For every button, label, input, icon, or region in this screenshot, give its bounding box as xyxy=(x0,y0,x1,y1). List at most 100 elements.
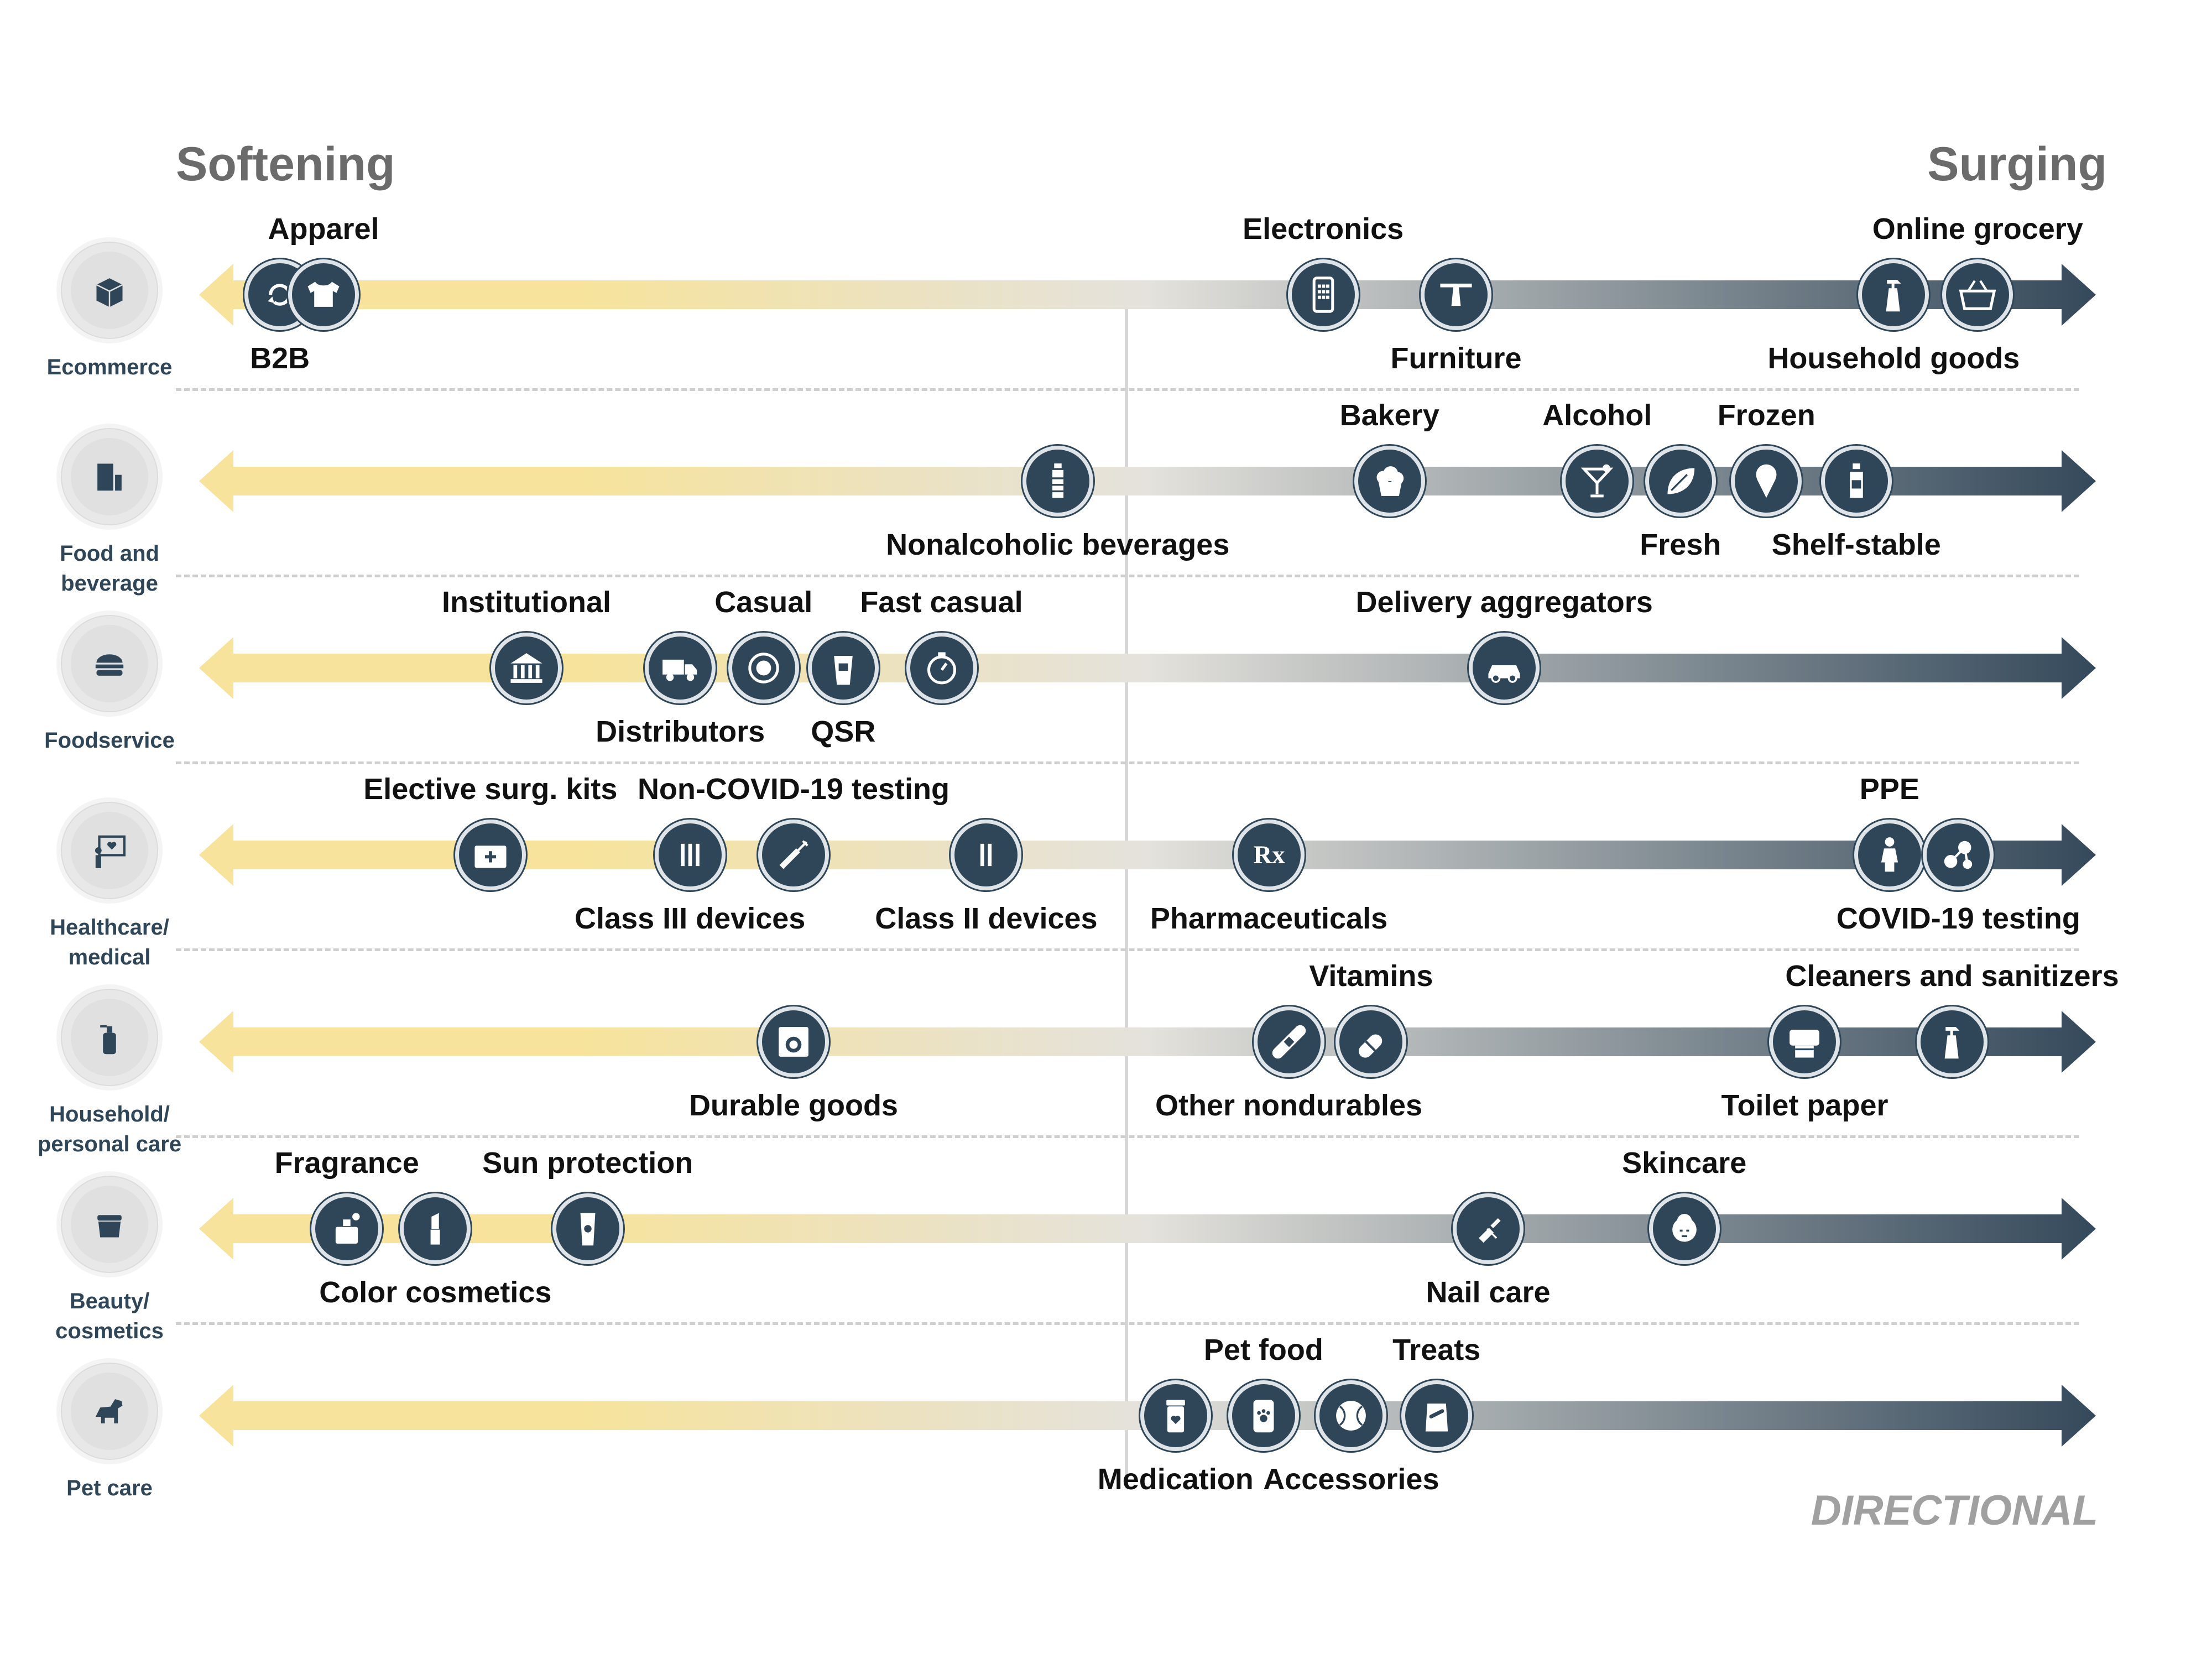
item-label: Fresh xyxy=(1640,528,1721,561)
row-divider xyxy=(176,575,2079,577)
dog-icon xyxy=(71,1373,148,1450)
treats-bag-icon xyxy=(1401,1380,1472,1451)
item-label: Electronics xyxy=(1243,212,1404,246)
item-label: Alcohol xyxy=(1542,399,1652,432)
center-axis-line xyxy=(1125,293,1128,1477)
item-label: Fast casual xyxy=(860,586,1023,619)
plate-icon xyxy=(728,633,799,703)
row-divider xyxy=(176,388,2079,391)
jar-icon xyxy=(1820,446,1892,517)
ball-icon xyxy=(1316,1380,1387,1451)
surging-header: Surging xyxy=(1927,138,2107,191)
item-label: Nail care xyxy=(1426,1276,1551,1309)
truck-icon xyxy=(645,633,716,703)
face-mask-icon xyxy=(1648,1193,1720,1264)
item-label: Vitamins xyxy=(1309,959,1433,993)
directional-note: DIRECTIONAL xyxy=(1811,1487,2098,1534)
class-three-icon xyxy=(654,820,726,890)
groceries-icon xyxy=(71,438,148,515)
item-label: Pet food xyxy=(1203,1333,1323,1366)
cream-jar-icon xyxy=(71,1186,148,1263)
ice-cream-icon xyxy=(1731,446,1802,517)
row-icon-4 xyxy=(56,797,163,904)
item-label: Fragrance xyxy=(274,1146,419,1180)
item-label: COVID-19 testing xyxy=(1836,902,2080,935)
washer-icon xyxy=(758,1006,829,1077)
class-two-icon xyxy=(951,820,1022,890)
timer-icon xyxy=(906,633,977,703)
perfume-icon xyxy=(311,1193,383,1264)
row-divider xyxy=(176,1322,2079,1325)
car-icon xyxy=(1469,633,1540,703)
item-label: Color cosmetics xyxy=(319,1276,552,1309)
nail-polish-icon xyxy=(1453,1193,1524,1264)
building-icon xyxy=(491,633,562,703)
item-label: Accessories xyxy=(1263,1463,1439,1496)
row-title: Food and beverage xyxy=(60,541,159,596)
item-label: Household goods xyxy=(1767,342,2020,375)
item-label: Furniture xyxy=(1390,342,1522,375)
row-icon-3 xyxy=(56,611,163,717)
item-label: QSR xyxy=(811,715,876,748)
toilet-paper-icon xyxy=(1769,1006,1840,1077)
item-label: Distributors xyxy=(596,715,765,748)
item-label: Pharmaceuticals xyxy=(1150,902,1388,935)
item-label: Other nondurables xyxy=(1155,1089,1423,1122)
item-label: Elective surg. kits xyxy=(363,773,618,806)
person-icon xyxy=(1854,820,1925,890)
row-icon-5 xyxy=(56,984,163,1091)
row-icon-7 xyxy=(56,1358,163,1464)
item-label: Online grocery xyxy=(1872,212,2083,246)
softening-header: Softening xyxy=(176,138,395,191)
row-divider xyxy=(176,948,2079,951)
item-label: Treats xyxy=(1392,1333,1481,1366)
item-label: Class II devices xyxy=(875,902,1098,935)
arrow-row-3 xyxy=(199,637,2096,699)
row-title: Healthcare/ medical xyxy=(50,915,169,969)
sunscreen-icon xyxy=(552,1193,623,1264)
item-label: Nonalcoholic beverages xyxy=(886,528,1230,561)
table-icon xyxy=(1421,259,1492,330)
item-label: Institutional xyxy=(442,586,611,619)
medical-kit-icon xyxy=(455,820,526,890)
row-title: Pet care xyxy=(66,1476,153,1500)
row-title: Household/ personal care xyxy=(37,1102,182,1156)
item-label: Bakery xyxy=(1339,399,1439,432)
row-icon-2 xyxy=(56,424,163,530)
pill-bottle-icon xyxy=(1140,1380,1211,1451)
arrow-row-1 xyxy=(199,264,2096,326)
row-title: Ecommerce xyxy=(46,355,173,379)
arrow-row-4 xyxy=(199,824,2096,886)
item-label: Durable goods xyxy=(688,1089,898,1122)
muffin-icon xyxy=(1354,446,1425,517)
shirt-icon xyxy=(288,259,359,330)
rx-icon: Rx xyxy=(1233,820,1305,890)
basket-icon xyxy=(1942,259,2013,330)
arrow-row-6 xyxy=(199,1198,2096,1260)
item-label: Frozen xyxy=(1717,399,1815,432)
presentation-icon xyxy=(71,812,148,889)
cup-icon xyxy=(807,633,879,703)
item-label: B2B xyxy=(250,342,310,375)
row-divider xyxy=(176,1135,2079,1138)
pet-food-icon xyxy=(1228,1380,1299,1451)
spray-bottle-icon xyxy=(1917,1006,1987,1077)
molecule-icon xyxy=(1923,820,1994,890)
item-label: Shelf-stable xyxy=(1771,528,1941,561)
row-icon-6 xyxy=(56,1171,163,1277)
capsule-icon xyxy=(1335,1006,1407,1077)
item-label: Toilet paper xyxy=(1721,1089,1888,1122)
arrow-row-2 xyxy=(199,450,2096,512)
row-title: Beauty/ cosmetics xyxy=(55,1289,164,1343)
row-icon-1 xyxy=(56,237,163,343)
item-label: Sun protection xyxy=(482,1146,693,1180)
item-label: Delivery aggregators xyxy=(1355,586,1653,619)
item-label: Medication xyxy=(1097,1463,1254,1496)
bandage-icon xyxy=(1253,1006,1324,1077)
soap-dispenser-icon xyxy=(71,999,148,1076)
bottle-icon xyxy=(1022,446,1093,517)
row-title: Foodservice xyxy=(44,728,175,753)
item-label: Casual xyxy=(714,586,813,619)
item-label: Non-COVID-19 testing xyxy=(637,773,950,806)
